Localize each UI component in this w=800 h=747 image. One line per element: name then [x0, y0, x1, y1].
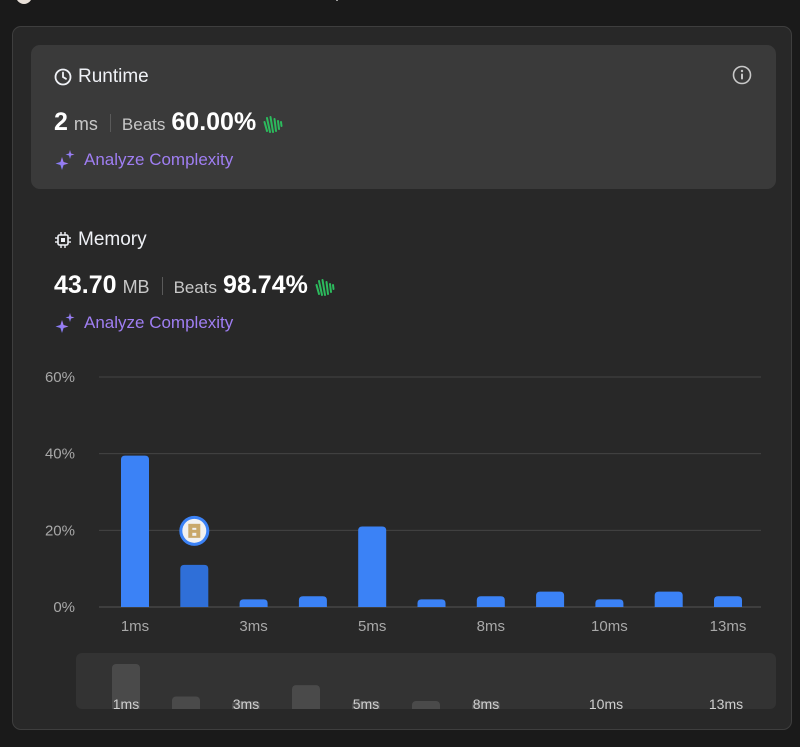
chip-icon	[55, 232, 71, 248]
clock-icon	[54, 68, 72, 86]
chart-bar-8ms[interactable]	[476, 596, 505, 607]
x-tick-label: 3ms	[239, 618, 267, 635]
memory-beats-label: Beats	[173, 278, 218, 297]
runtime-analyze-label: Analyze Complexity	[84, 150, 234, 169]
runtime-metric: 2 ms Beats 60.00%	[54, 108, 284, 137]
scroller-label: 5ms	[353, 696, 379, 709]
y-tick-label: 60%	[45, 369, 75, 386]
clapping-hands-icon	[315, 278, 335, 296]
clapping-hands-icon	[263, 115, 283, 133]
scroller-bar	[412, 701, 440, 709]
chart-bar-11ms[interactable]	[654, 591, 683, 607]
chart-bar-6ms[interactable]	[417, 599, 446, 607]
runtime-card[interactable]: Runtime 2 ms Beats 60.00%	[31, 45, 776, 189]
runtime-beats-label: Beats	[121, 115, 166, 134]
chart-bar-5ms[interactable]	[358, 526, 387, 608]
y-tick-label: 20%	[45, 522, 75, 539]
runtime-title: Runtime	[54, 66, 149, 88]
x-tick-label: 5ms	[358, 618, 386, 635]
memory-metric: 43.70 MB Beats 98.74%	[54, 271, 336, 300]
memory-title-text: Memory	[78, 229, 147, 250]
runtime-beats-percent: 60.00%	[171, 108, 257, 136]
runtime-unit: ms	[73, 114, 98, 134]
chart-bar-10ms[interactable]	[595, 599, 624, 607]
x-tick-label: 1ms	[121, 618, 149, 635]
chart-bar-13ms[interactable]	[714, 596, 742, 607]
scroller-bar	[112, 664, 140, 709]
memory-title: Memory	[54, 229, 147, 251]
scroller-bar	[472, 701, 500, 709]
sparkle-icon	[55, 313, 75, 333]
runtime-title-text: Runtime	[78, 66, 149, 87]
user-avatar-partial	[16, 0, 32, 4]
chart-bar-1ms[interactable]	[121, 455, 149, 607]
scroller-label: 13ms	[709, 696, 743, 709]
chart-bar-4ms[interactable]	[298, 596, 327, 607]
scroller-label: 8ms	[473, 696, 499, 709]
runtime-value: 2	[54, 108, 68, 136]
y-tick-label: 40%	[45, 446, 75, 463]
runtime-analyze-complexity-button[interactable]: Analyze Complexity	[54, 149, 233, 171]
separator-dot	[336, 0, 338, 1]
divider	[109, 113, 111, 132]
memory-unit: MB	[122, 277, 150, 297]
submission-result-panel: Runtime 2 ms Beats 60.00%	[12, 26, 792, 730]
scroller-bar	[292, 685, 320, 709]
memory-beats-percent: 98.74%	[223, 271, 308, 299]
x-tick-label: 8ms	[477, 618, 505, 635]
memory-analyze-label: Analyze Complexity	[84, 313, 234, 332]
scroller-label: 3ms	[233, 696, 259, 709]
runtime-distribution-chart: 0% 20% 40% 60% 1ms 3ms 5ms 8ms 10ms 13ms	[45, 369, 761, 635]
your-submission-avatar[interactable]	[179, 515, 210, 546]
y-tick-label: 0%	[53, 599, 75, 616]
chart-bar-3ms[interactable]	[239, 599, 268, 607]
x-tick-label: 10ms	[591, 618, 628, 635]
chart-bar-9ms[interactable]	[536, 591, 565, 607]
info-icon[interactable]	[732, 65, 752, 85]
chart-bar-2ms[interactable]	[180, 564, 209, 607]
divider	[161, 276, 163, 295]
x-tick-label: 13ms	[710, 618, 747, 635]
memory-analyze-complexity-button[interactable]: Analyze Complexity	[54, 312, 233, 334]
scroller-label: 10ms	[589, 696, 623, 709]
memory-value: 43.70	[54, 271, 117, 299]
scroller-bar	[232, 701, 260, 709]
sparkle-icon	[55, 150, 75, 170]
scroller-label: 1ms	[113, 696, 139, 709]
scroller-bar	[172, 696, 200, 709]
chart-range-scroller[interactable]: 1ms 3ms 5ms 8ms 10ms 13ms	[76, 653, 776, 709]
scroller-preview: 1ms 3ms 5ms 8ms 10ms 13ms	[112, 664, 743, 709]
scroller-bar	[352, 701, 380, 709]
